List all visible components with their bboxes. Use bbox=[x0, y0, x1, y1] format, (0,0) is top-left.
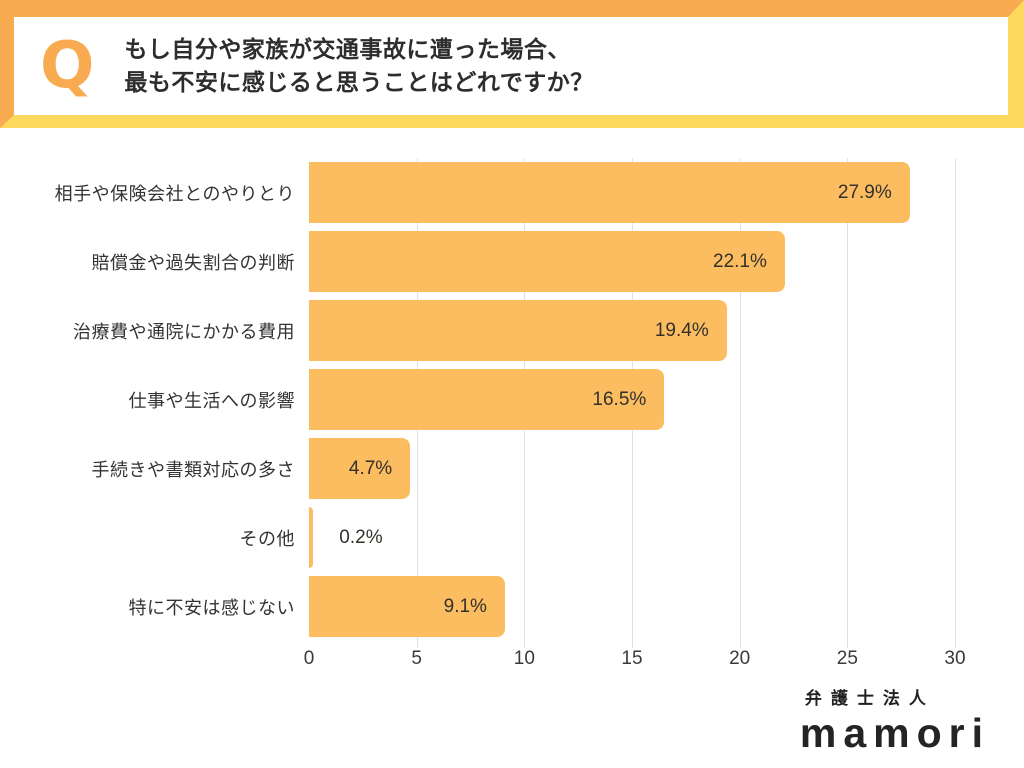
chart-row: 治療費や通院にかかる費用 19.4% bbox=[0, 296, 1024, 365]
bar: 0.2% bbox=[309, 507, 383, 568]
category-label: その他 bbox=[239, 528, 295, 549]
x-axis: 0 5 10 15 20 25 30 bbox=[304, 648, 966, 678]
bar-track: 22.1% bbox=[309, 231, 955, 292]
axis-tick-label: 30 bbox=[944, 648, 966, 669]
value-label: 4.7% bbox=[348, 457, 393, 479]
chart-row: 賠償金や過失割合の判断 22.1% bbox=[0, 227, 1024, 296]
value-label: 22.1% bbox=[713, 250, 767, 272]
value-label: 27.9% bbox=[837, 181, 892, 203]
category-label: 賠償金や過失割合の判断 bbox=[91, 252, 295, 273]
axis-tick-label: 25 bbox=[836, 648, 858, 669]
category-label: 特に不安は感じない bbox=[128, 597, 295, 618]
q-icon: Q bbox=[40, 29, 95, 103]
value-label: 0.2% bbox=[339, 526, 383, 548]
axis-tick-label: 15 bbox=[621, 648, 643, 669]
bar: 19.4% bbox=[309, 300, 727, 361]
axis-tick-label: 0 bbox=[303, 648, 315, 669]
category-label: 仕事や生活への影響 bbox=[128, 390, 295, 411]
chart-row: 相手や保険会社とのやりとり 27.9% bbox=[0, 158, 1024, 227]
bar-track: 9.1% bbox=[309, 576, 955, 637]
chart-row: 仕事や生活への影響 16.5% bbox=[0, 365, 1024, 434]
question-line-2: 最も不安に感じると思うことはどれですか？ bbox=[124, 69, 594, 95]
bar: 4.7% bbox=[309, 438, 411, 499]
question-text: もし自分や家族が交通事故に遭った場合、 最も不安に感じると思うことはどれですか？ bbox=[124, 33, 593, 99]
category-label: 治療費や通院にかかる費用 bbox=[73, 321, 295, 342]
chart-row: 特に不安は感じない 9.1% bbox=[0, 572, 1024, 641]
bar-track: 19.4% bbox=[309, 300, 955, 361]
bar: 22.1% bbox=[309, 231, 785, 292]
bar: 27.9% bbox=[309, 162, 910, 223]
bar-track: 16.5% bbox=[309, 369, 955, 430]
value-label: 19.4% bbox=[654, 319, 709, 341]
axis-tick-label: 10 bbox=[513, 648, 535, 669]
bar-track: 0.2% bbox=[309, 507, 955, 568]
bar: 16.5% bbox=[309, 369, 665, 430]
brand-wordmark: mamori bbox=[799, 710, 990, 756]
brand-company-type: 弁護士法人 bbox=[804, 689, 935, 708]
chart-row: 手続きや書類対応の多さ 4.7% bbox=[0, 434, 1024, 503]
axis-tick-label: 20 bbox=[729, 648, 751, 669]
bar: 9.1% bbox=[309, 576, 505, 637]
axis-tick-label: 5 bbox=[411, 648, 422, 669]
brand-logo: 弁護士法人 mamori bbox=[800, 684, 990, 756]
bar-track: 4.7% bbox=[309, 438, 955, 499]
chart-row: その他 0.2% bbox=[0, 503, 1024, 572]
question-line-1: もし自分や家族が交通事故に遭った場合、 bbox=[124, 36, 571, 62]
bar-chart: 相手や保険会社とのやりとり 27.9% 賠償金や過失割合の判断 22.1% 治療… bbox=[0, 158, 1024, 671]
value-label: 16.5% bbox=[592, 388, 647, 410]
category-label: 相手や保険会社とのやりとり bbox=[54, 183, 295, 204]
bar-track: 27.9% bbox=[309, 162, 955, 223]
chart-rows: 相手や保険会社とのやりとり 27.9% 賠償金や過失割合の判断 22.1% 治療… bbox=[0, 158, 1024, 648]
value-label: 9.1% bbox=[443, 595, 487, 617]
question-banner: Q もし自分や家族が交通事故に遭った場合、 最も不安に感じると思うことはどれです… bbox=[0, 0, 1024, 128]
category-label: 手続きや書類対応の多さ bbox=[91, 459, 295, 480]
